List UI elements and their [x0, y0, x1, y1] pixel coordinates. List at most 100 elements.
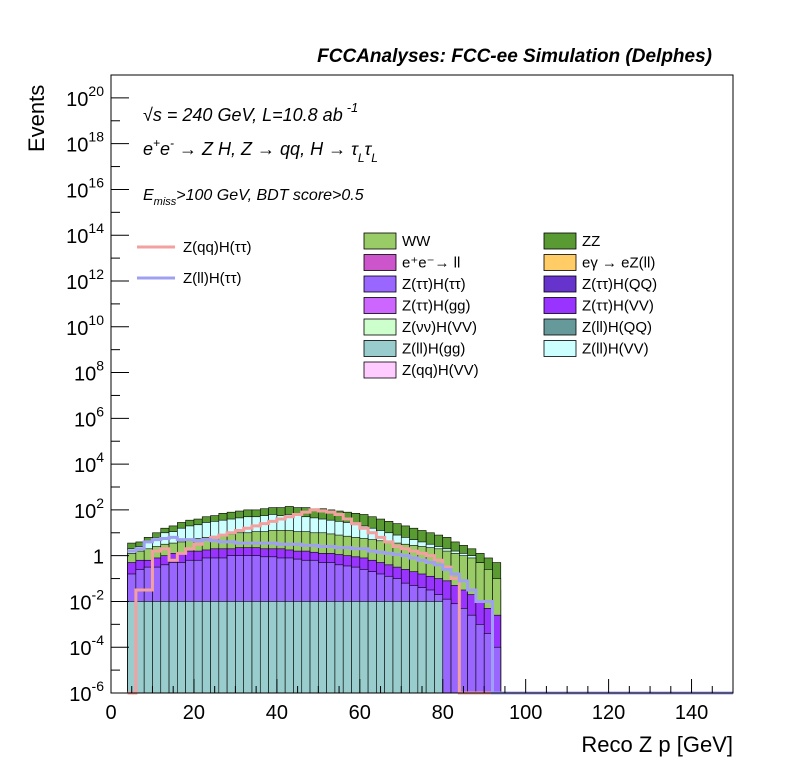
selection-sub: miss — [154, 196, 177, 208]
y-tick-label: 104 — [74, 449, 104, 477]
legend-background-label: Z(ll)H(QQ) — [582, 319, 652, 336]
stack-bin-ZllHgg — [259, 601, 269, 694]
process-sup2: - — [170, 136, 174, 150]
legend-swatch — [543, 340, 577, 357]
legend-background-label: eγ → eZ(ll) — [582, 255, 655, 272]
x-tick-label: 140 — [675, 702, 708, 724]
stack-bin-ZllHgg — [143, 601, 153, 694]
stack-bin-ZllHgg — [293, 601, 303, 694]
stack-bin-ZllHgg — [318, 601, 327, 694]
stack-bin-ZllHgg — [309, 601, 319, 694]
legend-swatch — [543, 275, 577, 293]
stack-bin-ZllHgg — [425, 601, 435, 694]
stack-bin-ZllHgg — [434, 601, 444, 694]
process-e2: e — [160, 139, 170, 159]
legend-swatch — [543, 318, 577, 336]
stack-bin-ZllHgg — [342, 601, 352, 694]
stack-bin-ZllHgg — [359, 601, 369, 694]
stack-bin-ZllHgg — [326, 601, 336, 694]
stack-bin-ZllHgg — [235, 601, 244, 694]
stack-bin-ZllHgg — [417, 601, 427, 694]
y-tick-label: 1 — [93, 547, 104, 569]
legend-background-label: e⁺e⁻→ ll — [402, 255, 460, 272]
y-tick-label: 1016 — [66, 174, 104, 202]
y-tick-label: 102 — [74, 495, 104, 523]
x-axis: 0 20 40 60 80 100 120 140 — [105, 679, 734, 724]
process-chain: → Z H, Z → qq, H → τ — [174, 139, 359, 159]
y-tick-label: 10-6 — [69, 678, 104, 706]
stack-bin-ZllHgg — [351, 601, 361, 694]
sqrt-s-label: √s — [143, 105, 162, 125]
legend-swatch — [543, 254, 577, 271]
stack-bin-ZllHgg — [392, 601, 402, 694]
process-sup1: + — [153, 136, 160, 150]
y-tick-label: 1020 — [66, 83, 104, 111]
stacked-backgrounds — [127, 506, 502, 694]
legend-swatch — [363, 340, 397, 357]
legend-swatch — [363, 254, 397, 271]
stack-bin-ZllHgg — [301, 601, 311, 694]
signal-line-0 — [127, 508, 733, 695]
y-axis-title: Events — [24, 85, 49, 152]
legend-swatch — [543, 232, 577, 250]
svg-text:√s = 240 GeV, L=10.8 ab-1: √s = 240 GeV, L=10.8 ab -1 — [143, 100, 358, 125]
process-tau2: τ — [365, 139, 373, 159]
legend-swatch — [363, 361, 397, 379]
stack-bin-ZllHgg — [210, 601, 220, 694]
stack-bin-ZllHgg — [284, 601, 294, 694]
legend-background-label: WW — [402, 233, 431, 250]
stack-bin-ZllHgg — [276, 601, 286, 694]
signal-line-1 — [127, 535, 733, 695]
lumi-exponent: -1 — [347, 100, 359, 115]
stack-bin-ZllHgg — [177, 601, 186, 694]
y-tick-label: 108 — [74, 358, 104, 386]
y-tick-label: 10-2 — [69, 586, 104, 614]
legend-background-label: Z(qq)H(VV) — [402, 362, 479, 379]
process-sub2: L — [371, 151, 378, 165]
stack-bin-ZllHgg — [152, 601, 162, 694]
legend-background-label: Z(ττ)H(VV) — [582, 298, 654, 315]
legend-background-label: Z(ττ)H(gg) — [402, 298, 471, 315]
stack-bin-ZllHgg — [168, 601, 178, 694]
svg-text:Emiss>100 GeV, BDT score>0.5: Emiss>100 GeV, BDT score>0.5 — [143, 187, 364, 208]
stack-bin-ZllHgg — [251, 601, 261, 694]
stack-bin-ZllHgg — [334, 601, 344, 694]
stack-bin-ZllHgg — [400, 601, 410, 694]
stack-bin-ZllHgg — [201, 601, 211, 694]
stack-bin-ZttHtt — [467, 614, 477, 694]
x-tick-label: 0 — [105, 702, 116, 724]
x-tick-label: 40 — [266, 702, 288, 724]
stack-bin-ZllHgg — [185, 601, 195, 694]
legend-background-label: Z(ll)H(VV) — [582, 341, 649, 358]
chart-title: FCCAnalyses: FCC-ee Simulation (Delphes) — [317, 46, 712, 67]
selection-e: E — [143, 187, 154, 204]
y-axis: 10-6 10-4 10-2 1 102 104 106 108 1010 1012 1014 101… — [66, 74, 129, 706]
stack-bin-ZllHgg — [218, 601, 228, 694]
legend-signal-label: Z(qq)H(ττ) — [183, 239, 252, 256]
legend-background-label: Z(νν)H(VV) — [402, 319, 477, 336]
x-axis-title: Reco Z p [GeV] — [581, 732, 733, 757]
lumi-label: = 240 GeV, L=10.8 ab — [162, 105, 343, 125]
stack-bin-ZllHgg — [367, 601, 377, 694]
y-tick-label: 1014 — [66, 220, 104, 248]
stack-bin-ZllHgg — [193, 601, 203, 694]
legend-swatch — [363, 297, 397, 314]
stack-bin-ZllHgg — [160, 601, 170, 694]
legend-swatch — [363, 275, 397, 293]
svg-text:e+e- → Z H, Z → qq, H → τLτL: e+e- → Z H, Z → qq, H → τLτL — [143, 136, 378, 165]
stack-bin-ZllHgg — [409, 601, 419, 694]
x-tick-label: 20 — [183, 702, 205, 724]
stack-bin-ZllHgg — [243, 601, 253, 694]
y-tick-label: 1012 — [66, 266, 104, 294]
stack-bin-ZttHtt — [442, 598, 452, 694]
y-tick-label: 106 — [74, 403, 104, 431]
selection-cut: >100 GeV, BDT score>0.5 — [176, 187, 363, 204]
x-tick-label: 100 — [509, 702, 542, 724]
x-tick-label: 80 — [432, 702, 454, 724]
legend-background-label: Z(ττ)H(QQ) — [582, 276, 657, 293]
legend-background-label: ZZ — [582, 233, 600, 250]
stack-bin-ZllHgg — [384, 601, 394, 694]
signal-lines — [127, 508, 733, 695]
process-e1: e — [143, 139, 153, 159]
